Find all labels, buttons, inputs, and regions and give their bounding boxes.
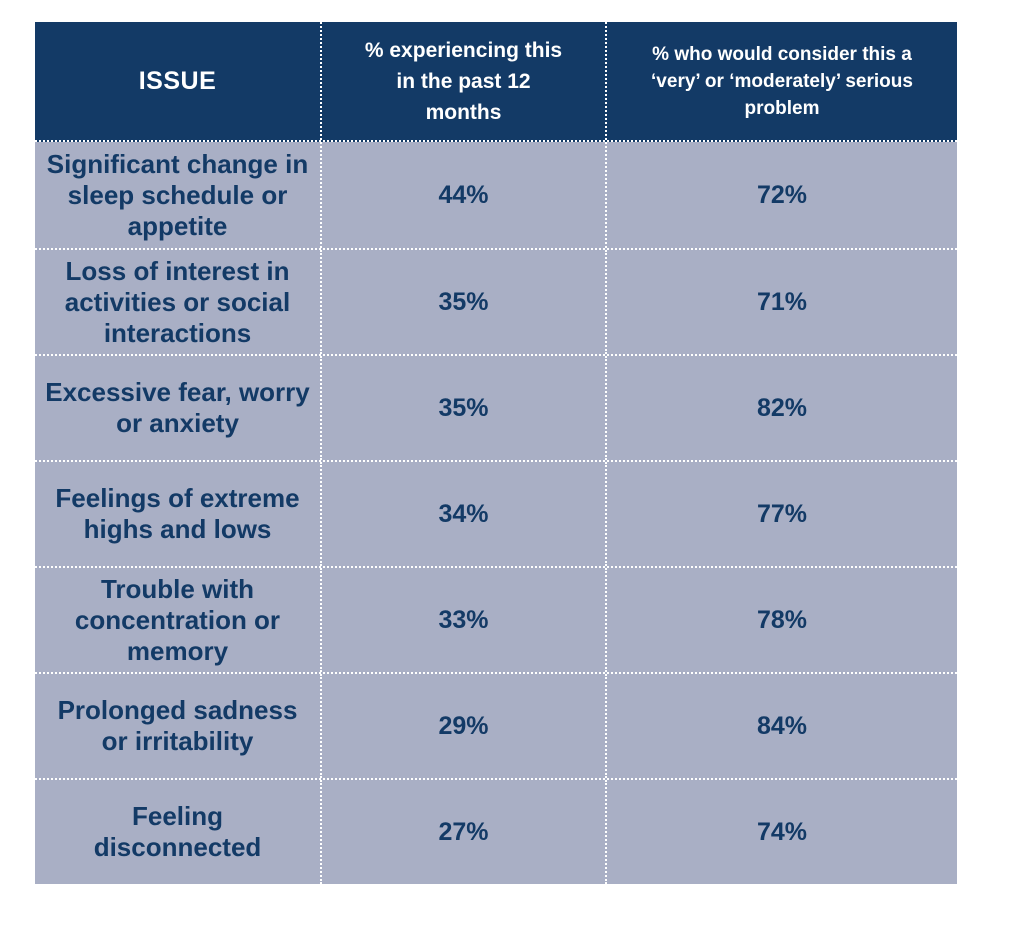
header-serious: % who would consider this a ‘very’ or ‘m… <box>605 22 957 140</box>
table-row: Significant change in sleep schedule or … <box>35 142 957 248</box>
table-header-row: ISSUE % experiencing this in the past 12… <box>35 22 957 140</box>
issue-cell: Excessive fear, worry or anxiety <box>45 377 310 438</box>
issue-cell: Loss of interest in activities or social… <box>64 255 291 348</box>
table-row: Loss of interest in activities or social… <box>35 248 957 354</box>
survey-table: ISSUE % experiencing this in the past 12… <box>35 22 957 886</box>
serious-value: 71% <box>605 250 957 354</box>
table-row: Feelings of extreme highs and lows 34% 77% <box>35 460 957 566</box>
issue-cell: Feeling disconnected <box>93 801 262 862</box>
experiencing-value: 29% <box>320 674 605 778</box>
header-experiencing: % experiencing this in the past 12 month… <box>320 22 605 140</box>
serious-value: 84% <box>605 674 957 778</box>
experiencing-value: 34% <box>320 462 605 566</box>
serious-value: 72% <box>605 142 957 248</box>
header-issue: ISSUE <box>138 66 217 95</box>
experiencing-value: 44% <box>320 142 605 248</box>
issue-cell: Feelings of extreme highs and lows <box>55 483 300 544</box>
experiencing-value: 27% <box>320 780 605 884</box>
issue-cell: Trouble with concentration or memory <box>74 573 281 666</box>
issue-cell: Significant change in sleep schedule or … <box>46 148 309 241</box>
experiencing-value: 35% <box>320 356 605 460</box>
serious-value: 77% <box>605 462 957 566</box>
serious-value: 78% <box>605 568 957 672</box>
table-row: Excessive fear, worry or anxiety 35% 82% <box>35 354 957 460</box>
header-divider <box>35 140 957 142</box>
serious-value: 74% <box>605 780 957 884</box>
experiencing-value: 35% <box>320 250 605 354</box>
table-row: Prolonged sadness or irritability 29% 84% <box>35 672 957 778</box>
table-row: Trouble with concentration or memory 33% 7… <box>35 566 957 672</box>
table-row: Feeling disconnected 27% 74% <box>35 778 957 884</box>
table-body: Significant change in sleep schedule or … <box>35 142 957 884</box>
issue-cell: Prolonged sadness or irritability <box>57 695 298 756</box>
experiencing-value: 33% <box>320 568 605 672</box>
serious-value: 82% <box>605 356 957 460</box>
